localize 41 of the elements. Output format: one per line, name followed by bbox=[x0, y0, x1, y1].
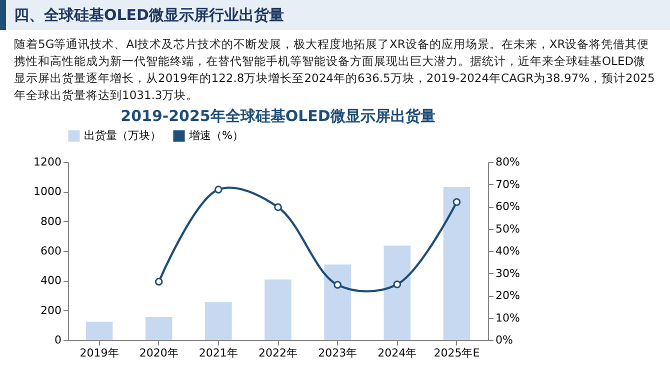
x-tick-label: 2019年 bbox=[80, 346, 119, 360]
bar bbox=[264, 279, 292, 340]
x-tick-label: 2023年 bbox=[318, 346, 358, 360]
y2-tick-label: 70% bbox=[496, 178, 520, 191]
text: 四、全球硅基OLED微显示屏行业出货量 bbox=[0, 0, 670, 30]
y2-tick-label: 60% bbox=[496, 200, 520, 213]
y2-tick-label: 0% bbox=[496, 334, 513, 346]
y2-tick-label: 50% bbox=[496, 222, 520, 236]
bar bbox=[384, 246, 411, 340]
y2-tick-label: 30% bbox=[496, 266, 520, 280]
y2-tick-label: 40% bbox=[496, 244, 520, 258]
x-tick-label: 2020年 bbox=[139, 346, 178, 360]
point bbox=[274, 203, 282, 212]
bar bbox=[86, 322, 113, 340]
y-tick-label: 600 bbox=[40, 244, 62, 258]
y-tick-label: 200 bbox=[40, 304, 62, 317]
chart-title: 2019-2025年全球硅基OLED微显示屏出货量 bbox=[120, 107, 436, 125]
bar bbox=[145, 317, 172, 340]
point bbox=[154, 278, 163, 286]
bar bbox=[205, 302, 232, 340]
y-tick-label: 1000 bbox=[34, 185, 62, 198]
y2-tick-label: 20% bbox=[496, 289, 520, 302]
point bbox=[452, 198, 461, 206]
y2-tick-label: 10% bbox=[496, 311, 520, 324]
x-tick-label: 2022年 bbox=[258, 346, 298, 360]
bar bbox=[324, 264, 351, 340]
legend-label: 增速（%） bbox=[188, 129, 244, 142]
y2-tick-label: 80% bbox=[496, 156, 520, 168]
y-tick-label: 0 bbox=[54, 334, 62, 346]
bar bbox=[443, 187, 470, 340]
y-tick-label: 800 bbox=[40, 214, 62, 228]
legend-label: 出货量（万块） bbox=[84, 129, 161, 142]
x-tick-label: 2021年 bbox=[198, 346, 238, 360]
point bbox=[214, 186, 222, 194]
text: 随着5G等通讯技术、AI技术及芯片技术的不断发展，极大程度地拓展了XR设备的应用场景。在未来，XR设备将凭借其便携性和高性能成为新一代智能终端，在替代智能手机等智能设备方面展现出巨大潜力。据统计，近年来全球硅基OLED微显示屏出货量逐年增长，从2019年的122.8万块增长至2024年的636.5万块，2019-2024年CAGR为38.97%，预计2025年全球出货量将达到1031.3万块。 bbox=[13, 36, 656, 104]
y-tick-label: 400 bbox=[40, 274, 62, 288]
x-tick-label: 2025年E bbox=[434, 346, 480, 360]
point bbox=[334, 280, 342, 289]
y-tick-label: 1200 bbox=[34, 156, 62, 168]
point bbox=[393, 280, 402, 288]
x-tick-label: 2024年 bbox=[378, 346, 417, 360]
